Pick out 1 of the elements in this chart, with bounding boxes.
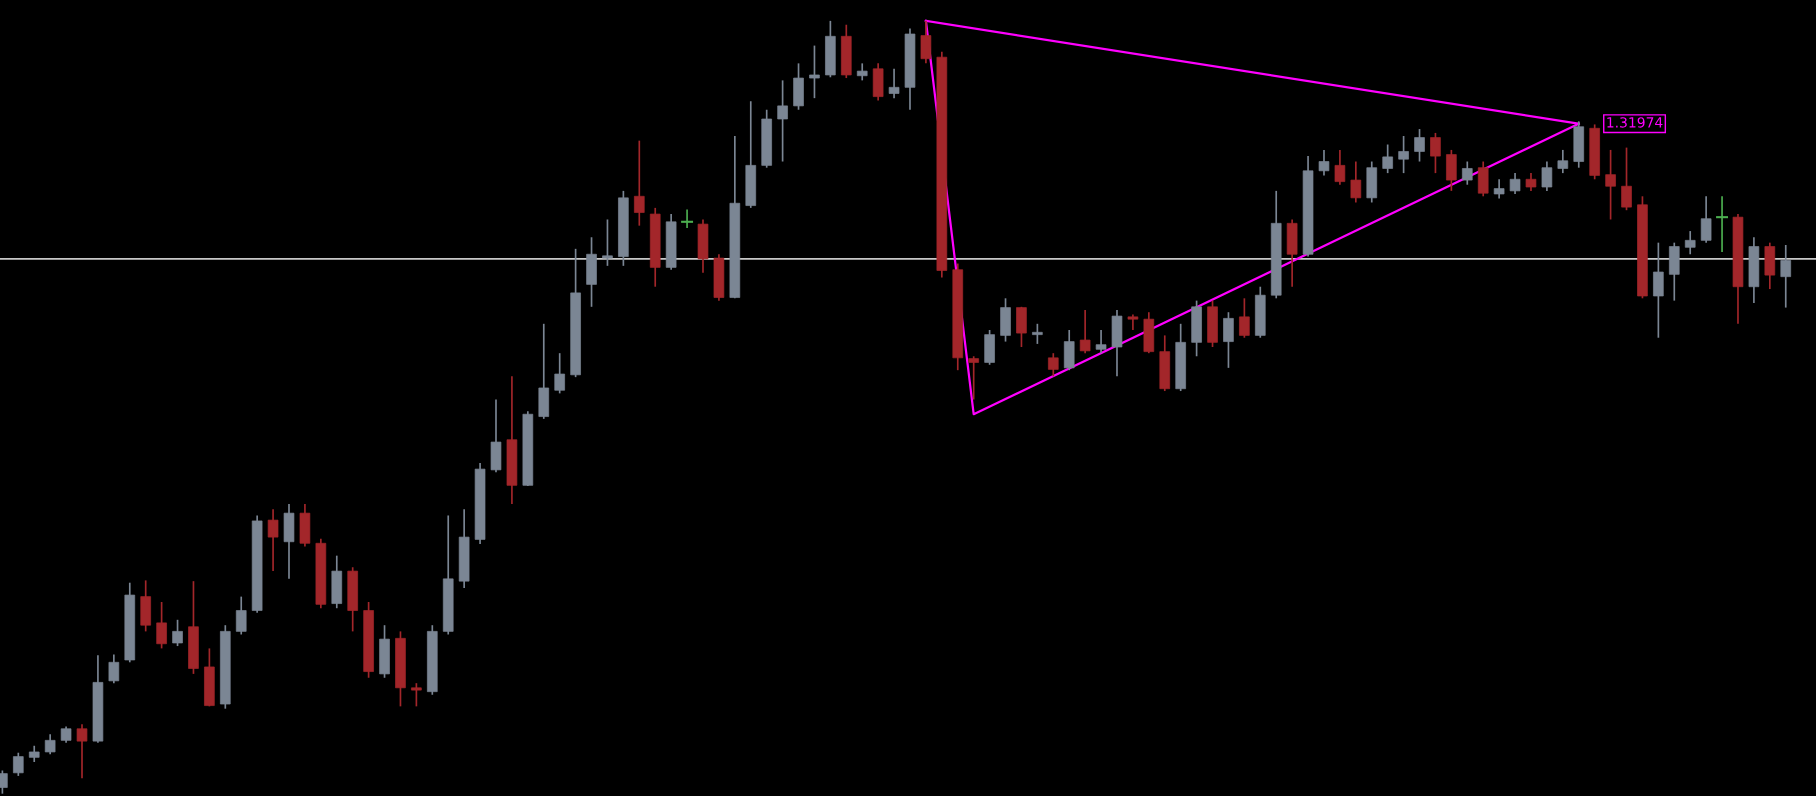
annotation: 1.31974 [1607,117,1663,128]
